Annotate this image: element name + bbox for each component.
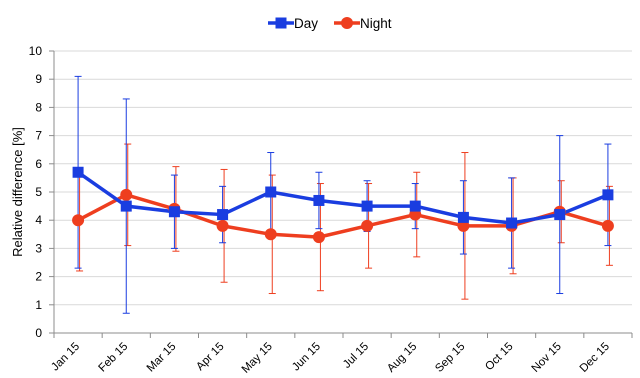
x-tick-label: Oct 15 bbox=[483, 341, 515, 373]
axes bbox=[49, 50, 633, 338]
x-tick-label: Jul 15 bbox=[341, 341, 371, 371]
data-point-day bbox=[313, 194, 325, 206]
series-line-day bbox=[77, 170, 609, 225]
y-axis-label: Relative difference [%] bbox=[10, 127, 25, 257]
legend-label-night: Night bbox=[360, 16, 392, 31]
data-point-night bbox=[312, 231, 325, 244]
data-point-night bbox=[216, 219, 229, 232]
y-tick-label: 3 bbox=[35, 241, 42, 255]
y-tick-label: 4 bbox=[35, 213, 42, 227]
data-point-day bbox=[361, 200, 373, 212]
y-tick-label: 0 bbox=[35, 326, 42, 340]
y-tick-label: 5 bbox=[35, 185, 42, 199]
y-tick-label: 1 bbox=[35, 298, 42, 312]
y-tick-label: 2 bbox=[35, 270, 42, 284]
series-markers bbox=[72, 166, 614, 244]
x-tick-labels: Jan 15 Feb 15 Mar 15 Apr 15 May 15 Jun 15 Jul … bbox=[49, 341, 612, 376]
data-point-day bbox=[120, 200, 132, 212]
series-lines bbox=[77, 170, 609, 239]
y-tick-labels: 0 1 2 3 4 5 6 7 8 9 10 bbox=[29, 44, 43, 340]
x-tick-label: Nov 15 bbox=[530, 341, 564, 375]
x-tick-label: Aug 15 bbox=[385, 341, 419, 375]
data-point-day bbox=[265, 186, 277, 198]
grid-lines bbox=[54, 50, 632, 306]
data-point-night bbox=[601, 219, 614, 232]
x-tick-label: Mar 15 bbox=[145, 341, 179, 375]
legend-marker-day bbox=[275, 17, 287, 29]
data-point-night bbox=[264, 228, 277, 241]
y-tick-label: 8 bbox=[35, 100, 42, 114]
x-tick-label: May 15 bbox=[240, 341, 275, 376]
legend-label-day: Day bbox=[294, 16, 318, 31]
data-point-day bbox=[457, 211, 469, 223]
y-tick-label: 6 bbox=[35, 157, 42, 171]
data-point-day bbox=[72, 166, 84, 178]
data-point-night bbox=[72, 214, 85, 227]
y-tick-label: 9 bbox=[35, 72, 42, 86]
data-point-day bbox=[602, 189, 614, 201]
data-point-day bbox=[506, 217, 518, 229]
legend: Day Night bbox=[268, 16, 392, 31]
series-line-night bbox=[77, 193, 609, 239]
y-tick-label: 7 bbox=[35, 129, 42, 143]
data-point-day bbox=[554, 209, 566, 221]
legend-marker-night bbox=[341, 17, 353, 29]
data-point-night bbox=[361, 219, 374, 232]
data-point-day bbox=[217, 209, 229, 221]
data-point-day bbox=[168, 206, 180, 218]
x-tick-label: Feb 15 bbox=[97, 341, 131, 375]
error-bars bbox=[74, 75, 613, 314]
x-tick-label: Sep 15 bbox=[433, 341, 467, 375]
y-tick-label: 10 bbox=[29, 44, 43, 58]
data-point-night bbox=[120, 188, 133, 201]
x-tick-label: Apr 15 bbox=[194, 341, 226, 373]
data-point-day bbox=[409, 200, 421, 212]
x-tick-label: Dec 15 bbox=[578, 341, 612, 375]
x-tick-label: Jun 15 bbox=[290, 341, 323, 374]
x-tick-label: Jan 15 bbox=[49, 341, 82, 374]
